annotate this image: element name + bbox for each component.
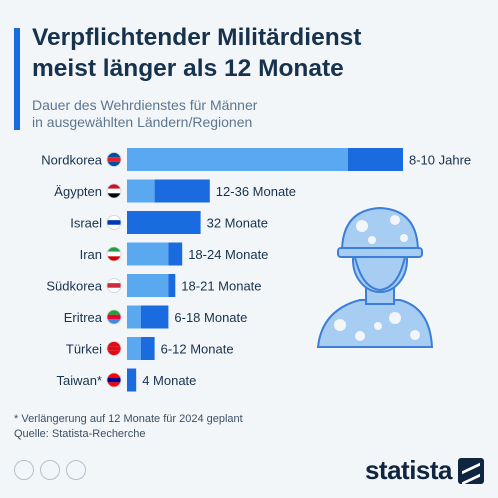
- bar-row: Eritrea 6-18 Monate: [64, 305, 247, 329]
- brand-name: statista: [364, 455, 453, 485]
- category-label: Taiwan*: [56, 373, 102, 388]
- north-korea-flag-icon: [106, 152, 122, 167]
- attribution-icon[interactable]: [40, 460, 60, 480]
- bar-row: Türkei 6-12 Monate: [66, 337, 234, 360]
- bar-row: Südkorea 18-21 Monate: [46, 274, 262, 297]
- bar-min-segment: [127, 305, 141, 329]
- bar-range-segment: [168, 274, 176, 297]
- chart-subtitle: Dauer des Wehrdienstes für Männer in aus…: [32, 97, 258, 130]
- license-icons: [14, 460, 86, 480]
- bar-range-segment: [140, 305, 169, 329]
- category-label: Nordkorea: [41, 153, 102, 168]
- turkey-flag-icon: [106, 341, 122, 356]
- value-label: 12-36 Monate: [216, 184, 296, 199]
- category-label: Iran: [80, 247, 102, 262]
- statista-mark-icon: [458, 457, 484, 484]
- egypt-flag-icon: [106, 183, 122, 199]
- bar-min-segment: [127, 211, 201, 234]
- category-label: Ägypten: [54, 184, 102, 199]
- taiwan-flag-icon: [106, 372, 122, 388]
- category-label: Türkei: [66, 342, 102, 357]
- bar-range-segment: [168, 242, 183, 266]
- bar-min-segment: [127, 179, 155, 203]
- value-label: 8-10 Jahre: [409, 153, 471, 168]
- chart-footnote: * Verlängerung auf 12 Monate für 2024 ge…: [14, 412, 243, 442]
- title-accent-bar: [14, 28, 20, 130]
- bar-row: Taiwan* 4 Monate: [56, 368, 196, 392]
- bar-range-segment: [140, 337, 155, 360]
- iran-flag-icon: [106, 246, 122, 262]
- bar-row: Nordkorea 8-10 Jahre: [41, 148, 471, 171]
- no-derivatives-icon[interactable]: [66, 460, 86, 480]
- bar-min-segment: [127, 148, 348, 171]
- chart-title: Verpflichtender Militärdienst meist läng…: [32, 24, 362, 82]
- value-label: 4 Monate: [142, 373, 196, 388]
- eritrea-flag-icon: [106, 309, 122, 325]
- category-label: Israel: [70, 216, 102, 231]
- bar-min-segment: [127, 368, 137, 392]
- bar-row: Iran 18-24 Monate: [80, 242, 268, 266]
- value-label: 18-21 Monate: [181, 279, 261, 294]
- brand-logo[interactable]: statista: [365, 455, 484, 486]
- category-label: Südkorea: [46, 279, 102, 294]
- value-label: 6-18 Monate: [174, 310, 247, 325]
- bar-min-segment: [127, 274, 169, 297]
- bar-chart: Nordkorea 8-10 Jahre Ägypten 12-36 Monate Is…: [41, 148, 471, 392]
- bar-min-segment: [127, 242, 169, 266]
- value-label: 32 Monate: [207, 216, 268, 231]
- footnote-text: * Verlängerung auf 12 Monate für 2024 ge…: [14, 413, 243, 425]
- bar-row: Ägypten 12-36 Monate: [54, 179, 296, 203]
- category-label: Eritrea: [64, 310, 103, 325]
- south-korea-flag-icon: [106, 278, 122, 293]
- bar-min-segment: [127, 337, 141, 360]
- value-label: 6-12 Monate: [161, 342, 234, 357]
- bar-range-segment: [347, 148, 403, 171]
- soldier-icon: [316, 206, 434, 348]
- cc-license-icon[interactable]: [14, 460, 34, 480]
- value-label: 18-24 Monate: [188, 247, 268, 262]
- bar-range-segment: [154, 179, 210, 203]
- bar-row: Israel 32 Monate: [70, 211, 268, 234]
- israel-flag-icon: [106, 215, 122, 230]
- source-text: Quelle: Statista-Recherche: [14, 428, 146, 440]
